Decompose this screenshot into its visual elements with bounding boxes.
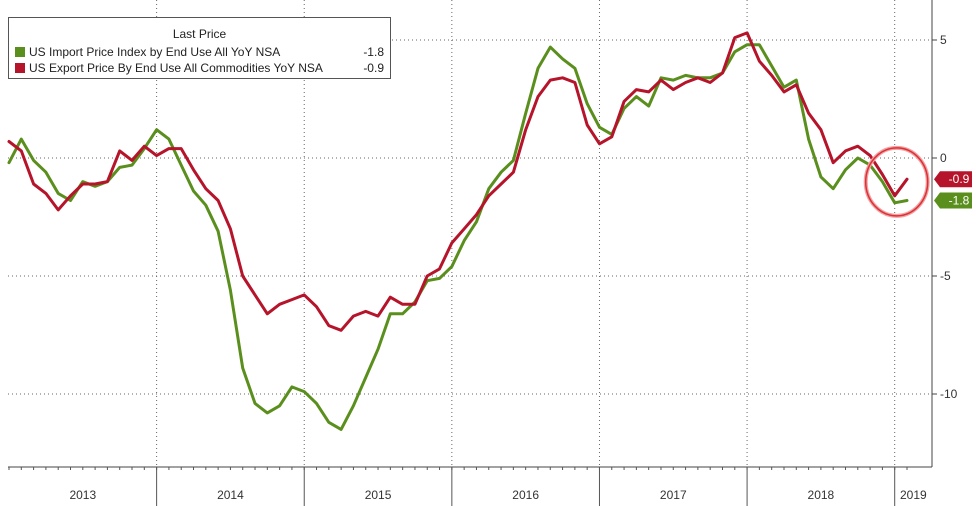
- last-value-tags: -1.8 -0.9: [934, 171, 972, 209]
- series-lines: [7, 31, 909, 431]
- series-line-export: [7, 31, 909, 332]
- y-tick-label: 5: [940, 33, 947, 47]
- x-year-label: 2017: [660, 488, 687, 502]
- x-year-label: 2014: [217, 488, 244, 502]
- highlight-circle-inner: [864, 147, 929, 217]
- last-value-label-import: -1.8: [949, 193, 970, 207]
- series-line-import: [7, 43, 909, 431]
- x-year-label: 2016: [512, 488, 539, 502]
- last-value-tag-export: [934, 171, 972, 188]
- x-year-label: 2015: [365, 488, 392, 502]
- legend-label-import: US Import Price Index by End Use All YoY…: [29, 45, 281, 59]
- y-tick-label: -10: [940, 387, 958, 401]
- x-year-label: 2018: [808, 488, 835, 502]
- y-tick-label: 0: [940, 151, 947, 165]
- legend-label-export: US Export Price By End Use All Commoditi…: [29, 61, 323, 75]
- last-value-tag-import: [934, 192, 972, 209]
- highlight-annotation: [863, 145, 930, 218]
- axes: [8, 0, 933, 468]
- legend-item-export: US Export Price By End Use All Commoditi…: [15, 61, 384, 76]
- legend-value-import: -1.8: [363, 45, 384, 59]
- y-tick-label: -5: [940, 269, 951, 283]
- x-axis: 2013 2014 2015 2016 2017 2018 2019: [8, 467, 927, 506]
- legend-title: Last Price: [172, 27, 227, 41]
- legend-swatch-import: [15, 47, 25, 57]
- legend-swatch-export: [15, 63, 25, 73]
- legend-value-export: -0.9: [363, 61, 384, 75]
- legend: Last Price US Import Price Index by End …: [8, 17, 391, 79]
- x-year-label: 2019: [900, 488, 927, 502]
- y-axis-ticks: 5 0 -5 -10: [932, 33, 958, 401]
- legend-item-import: US Import Price Index by End Use All YoY…: [15, 45, 384, 60]
- last-value-label-export: -0.9: [949, 172, 970, 186]
- x-year-label: 2013: [69, 488, 96, 502]
